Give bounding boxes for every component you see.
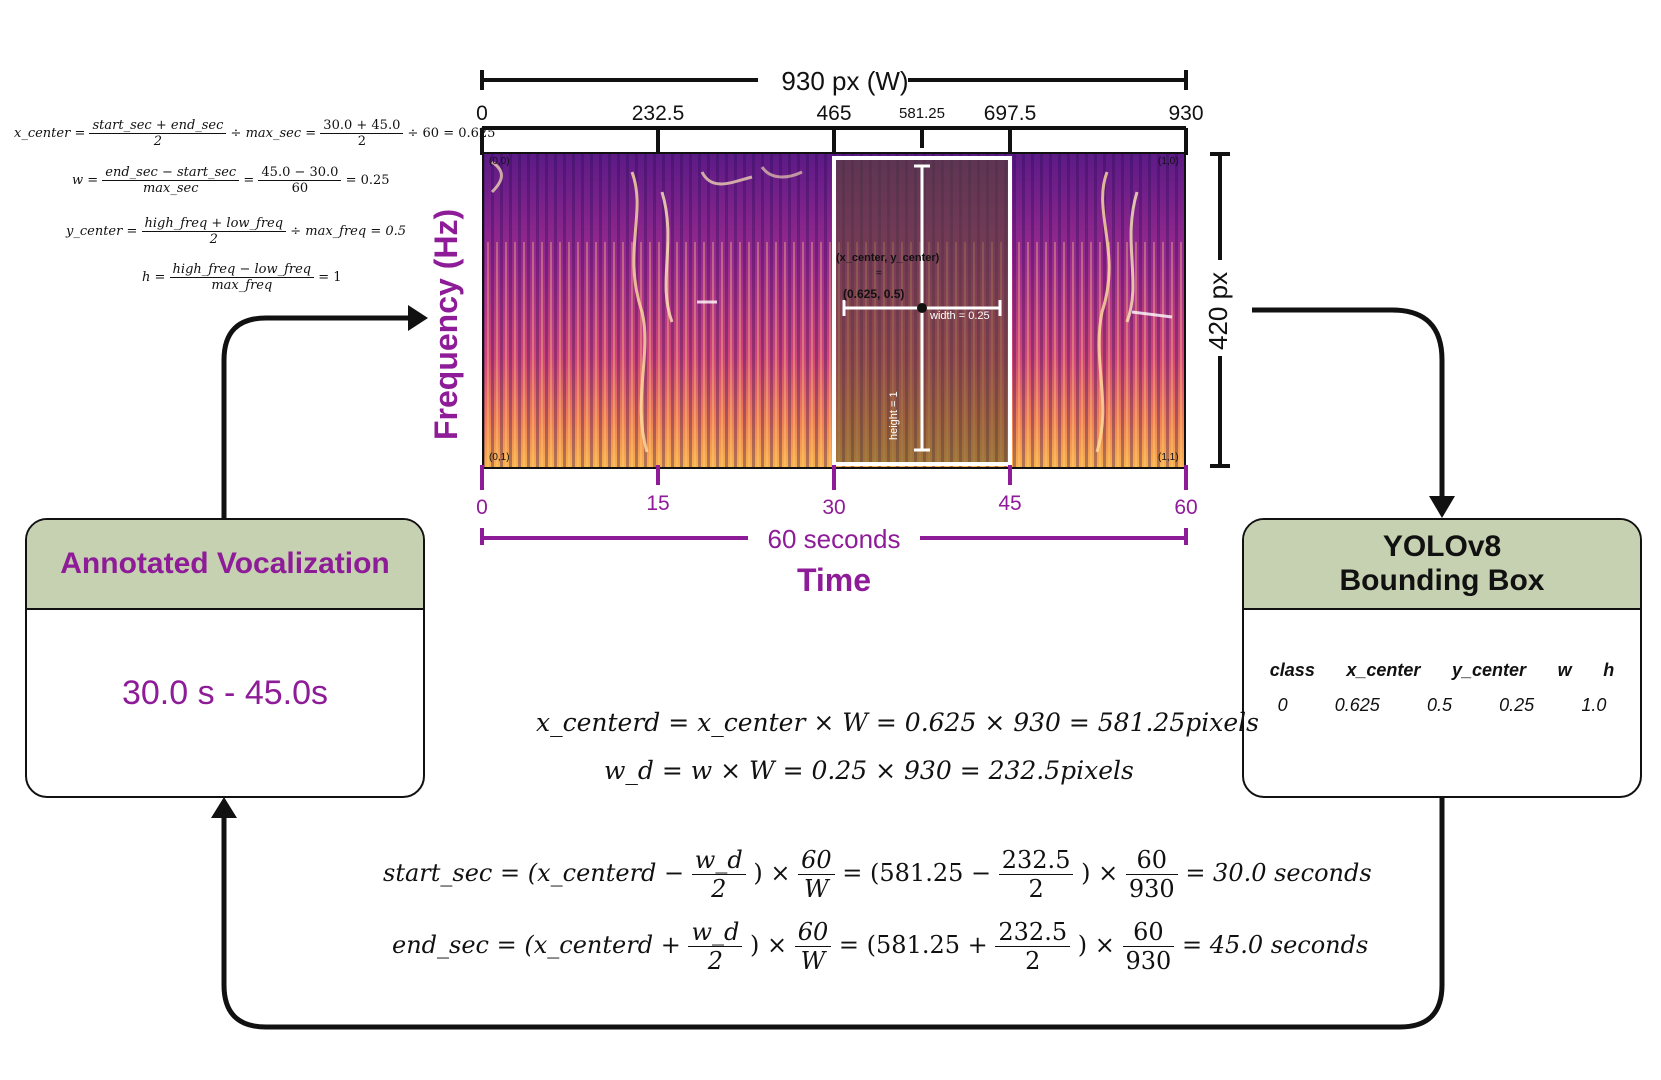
width-tick-930: 930 — [1168, 102, 1204, 125]
formula-w: w = end_sec − start_sec max_sec = 45.0 − … — [72, 165, 390, 196]
width-tick-697: 697.5 — [983, 102, 1037, 125]
yolo-table: class x_center y_center w h 0 0.625 0.5 … — [1244, 660, 1640, 716]
spectrogram — [482, 152, 1186, 469]
box-width-label: width = 0.25 — [930, 310, 990, 322]
formula-xcenterd: x_centerd = x_center × W = 0.625 × 930 =… — [536, 708, 1259, 737]
time-tick-15: 15 — [646, 492, 670, 515]
time-tick-30: 30 — [822, 496, 846, 519]
height-axis — [1205, 152, 1235, 468]
yolo-table-header-row: class x_center y_center w h — [1244, 660, 1640, 681]
yolo-header-h: h — [1603, 660, 1615, 680]
yolo-table-value-row: 0 0.625 0.5 0.25 1.0 — [1244, 695, 1640, 716]
time-tick-60: 60 — [1174, 496, 1198, 519]
formula-wd: w_d = w × W = 0.25 × 930 = 232.5pixels — [604, 756, 1134, 785]
width-axis-title: 930 px (W) — [781, 66, 909, 96]
yolo-header-xcenter: x_center — [1346, 660, 1421, 680]
yolo-header: YOLOv8 Bounding Box — [1244, 520, 1640, 610]
box-center-label: (x_center, y_center) — [836, 252, 940, 264]
height-axis-title: 420 px — [1203, 271, 1233, 350]
corner-br: (1,1) — [1158, 452, 1179, 463]
width-tick-0: 0 — [476, 102, 488, 125]
yolo-header-class: class — [1269, 660, 1315, 680]
box-height-label: height = 1 — [888, 391, 900, 440]
corner-bl: (0,1) — [489, 452, 510, 463]
corner-tl: (0,0) — [489, 156, 510, 167]
formula-xcenter: x_center = start_sec + end_sec 2 ÷ max_se… — [14, 118, 496, 149]
time-axis-title: Time — [796, 562, 872, 598]
time-axis — [480, 465, 1188, 545]
annotated-vocalization-box: Annotated Vocalization 30.0 s - 45.0s — [25, 518, 425, 798]
yolo-value-class: 0 — [1277, 695, 1288, 715]
width-tick-581: 581.25 — [899, 105, 945, 122]
width-tick-232: 232.5 — [631, 102, 685, 125]
yolo-bounding-box: YOLOv8 Bounding Box class x_center y_cen… — [1242, 518, 1642, 798]
yolo-value-ycenter: 0.5 — [1426, 695, 1452, 715]
yolo-header-w: w — [1557, 660, 1572, 680]
width-tick-465: 465 — [816, 102, 852, 125]
box-center-equals: = — [876, 268, 882, 279]
yolo-title-line1: YOLOv8 — [1382, 530, 1502, 563]
annotated-vocalization-title: Annotated Vocalization — [60, 547, 390, 580]
formula-end-sec: end_sec = (x_centerd + w_d 2 ) × 60 W = (5… — [392, 918, 1369, 975]
yolo-title-line2: Bounding Box — [1339, 564, 1545, 597]
formula-ycenter: y_center = high_freq + low_freq 2 ÷ max_f… — [66, 216, 407, 247]
width-axis — [480, 64, 1188, 155]
time-tick-45: 45 — [998, 492, 1022, 515]
corner-tr: (1,0) — [1158, 156, 1179, 167]
yolo-value-h: 1.0 — [1581, 695, 1607, 715]
formula-h: h = high_freq − low_freq max_freq = 1 — [142, 262, 342, 293]
formula-start-sec: start_sec = (x_centerd − w_d 2 ) × 60 W = … — [383, 846, 1372, 903]
annotated-vocalization-value: 30.0 s - 45.0s — [121, 674, 328, 712]
box-center-value: (0.625, 0.5) — [843, 287, 905, 301]
time-span-label: 60 seconds — [767, 524, 901, 554]
annotated-vocalization-header: Annotated Vocalization — [27, 520, 423, 610]
frequency-axis-title: Frequency (Hz) — [428, 208, 464, 440]
yolo-header-ycenter: y_center — [1452, 660, 1527, 680]
yolo-value-w: 0.25 — [1499, 695, 1535, 715]
yolo-value-xcenter: 0.625 — [1334, 695, 1380, 715]
time-tick-0: 0 — [476, 496, 488, 519]
